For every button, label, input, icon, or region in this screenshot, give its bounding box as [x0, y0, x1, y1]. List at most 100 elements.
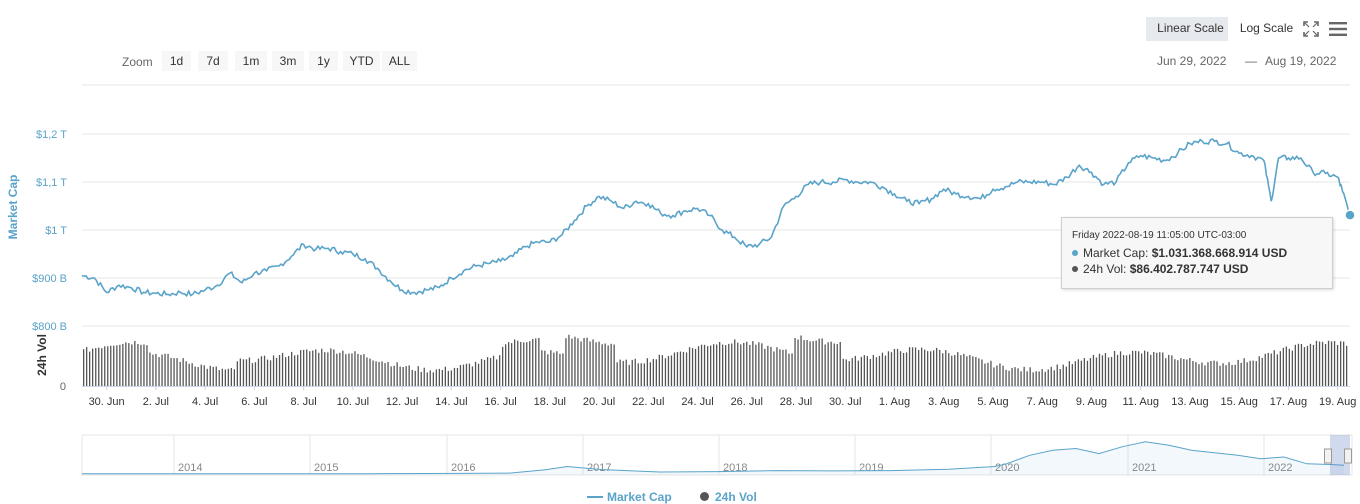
navigator-selection[interactable] [1330, 435, 1350, 475]
tooltip-vol-label: 24h Vol: [1083, 262, 1127, 276]
zoom-1d-button[interactable]: 1d [162, 51, 191, 71]
x-tick-label: 13. Aug [1171, 396, 1208, 408]
volume-bar [722, 344, 724, 386]
volume-bar [477, 363, 480, 386]
volume-bar [797, 339, 799, 386]
volume-bar [375, 361, 377, 386]
volume-bar [649, 362, 651, 386]
volume-bar [1291, 350, 1293, 386]
x-tick-label: 24. Jul [681, 396, 713, 408]
volume-bar [749, 344, 751, 386]
volume-bar [1150, 354, 1152, 386]
volume-bar [1168, 354, 1170, 386]
range-to[interactable]: Aug 19, 2022 [1265, 54, 1337, 68]
x-tick-label: 11. Aug [1122, 396, 1159, 408]
volume-bar [553, 352, 555, 386]
volume-bar [562, 353, 564, 386]
volume-bar [92, 348, 94, 386]
volume-bar [281, 352, 284, 386]
volume-bar [1219, 365, 1221, 386]
volume-bar [972, 356, 974, 386]
volume-bar [833, 343, 835, 386]
volume-bar [1210, 361, 1212, 386]
volume-bar [577, 338, 579, 386]
linear-scale-button[interactable]: Linear Scale [1146, 17, 1235, 41]
volume-bar [321, 348, 323, 386]
volume-bar [963, 353, 965, 386]
navigator-year-label: 2021 [1132, 462, 1156, 474]
volume-bar [318, 352, 320, 386]
volume-bar [1231, 364, 1233, 386]
volume-bar [1162, 352, 1164, 386]
volume-bar [236, 361, 238, 386]
zoom-3m-button[interactable]: 3m [272, 51, 304, 71]
volume-bar [294, 355, 296, 386]
volume-bar [616, 362, 618, 386]
volume-bar [505, 344, 507, 386]
volume-bar [764, 348, 766, 386]
volume-bar [1068, 361, 1070, 386]
volume-bar [580, 341, 582, 386]
volume-bar [942, 353, 944, 386]
volume-bar [830, 341, 832, 386]
volume-bar [541, 350, 543, 386]
volume-bar [1204, 365, 1206, 386]
volume-bar [502, 346, 504, 386]
volume-bar [957, 352, 959, 386]
legend-volume[interactable]: 24h Vol [700, 490, 757, 504]
volume-bar [315, 349, 317, 386]
volume-bar [483, 359, 486, 386]
volume-bar [1306, 345, 1309, 386]
volume-bar [1125, 355, 1128, 386]
volume-bar [209, 365, 211, 386]
volume-bar [896, 348, 899, 386]
volume-bar [354, 351, 356, 386]
zoom-1m-button[interactable]: 1m [235, 51, 267, 71]
volume-bar [824, 344, 826, 386]
volume-bar [116, 345, 118, 386]
navigator-handle[interactable] [1324, 448, 1332, 464]
volume-bar [309, 351, 311, 386]
navigator-frame[interactable] [81, 434, 1353, 476]
volume-bar [128, 343, 130, 386]
zoom-1y-button[interactable]: 1y [309, 51, 338, 71]
x-tick-label: 16. Jul [484, 396, 516, 408]
volume-bar [646, 358, 648, 386]
navigator-handle[interactable] [1344, 448, 1352, 464]
volume-bar [1135, 350, 1137, 386]
volume-bar [173, 358, 175, 386]
navigator-year-label: 2015 [314, 462, 338, 474]
volume-bar [679, 351, 682, 386]
fullscreen-icon[interactable] [1302, 20, 1320, 38]
volume-bar [303, 349, 305, 386]
log-scale-button[interactable]: Log Scale [1228, 17, 1305, 41]
volume-bar [800, 335, 802, 386]
navigator-series-line [82, 441, 1345, 475]
volume-bar [1011, 367, 1013, 386]
volume-bar [1267, 352, 1269, 386]
volume-bar [725, 345, 727, 386]
zoom-ytd-button[interactable]: YTD [343, 51, 380, 71]
volume-bar [251, 363, 254, 386]
volume-bar [137, 344, 139, 386]
volume-bar [893, 348, 896, 386]
zoom-all-button[interactable]: ALL [382, 51, 417, 71]
volume-bar [812, 341, 814, 386]
volume-bar [471, 366, 474, 386]
volume-bar [1107, 357, 1110, 386]
volume-bar [378, 361, 380, 386]
volume-bar [508, 342, 510, 386]
legend-market-cap[interactable]: Market Cap [587, 490, 672, 504]
volume-bar [860, 356, 862, 386]
volume-bar [1077, 359, 1079, 386]
volume-bar [1008, 370, 1010, 386]
volume-bar [951, 355, 953, 386]
volume-bar [1005, 369, 1007, 386]
y-tick-label: $1,2 T [36, 129, 67, 141]
volume-bar [1110, 356, 1113, 386]
range-from[interactable]: Jun 29, 2022 [1157, 54, 1227, 68]
volume-bar [161, 354, 163, 386]
zoom-7d-button[interactable]: 7d [198, 51, 228, 71]
hamburger-menu-icon[interactable] [1328, 20, 1348, 38]
